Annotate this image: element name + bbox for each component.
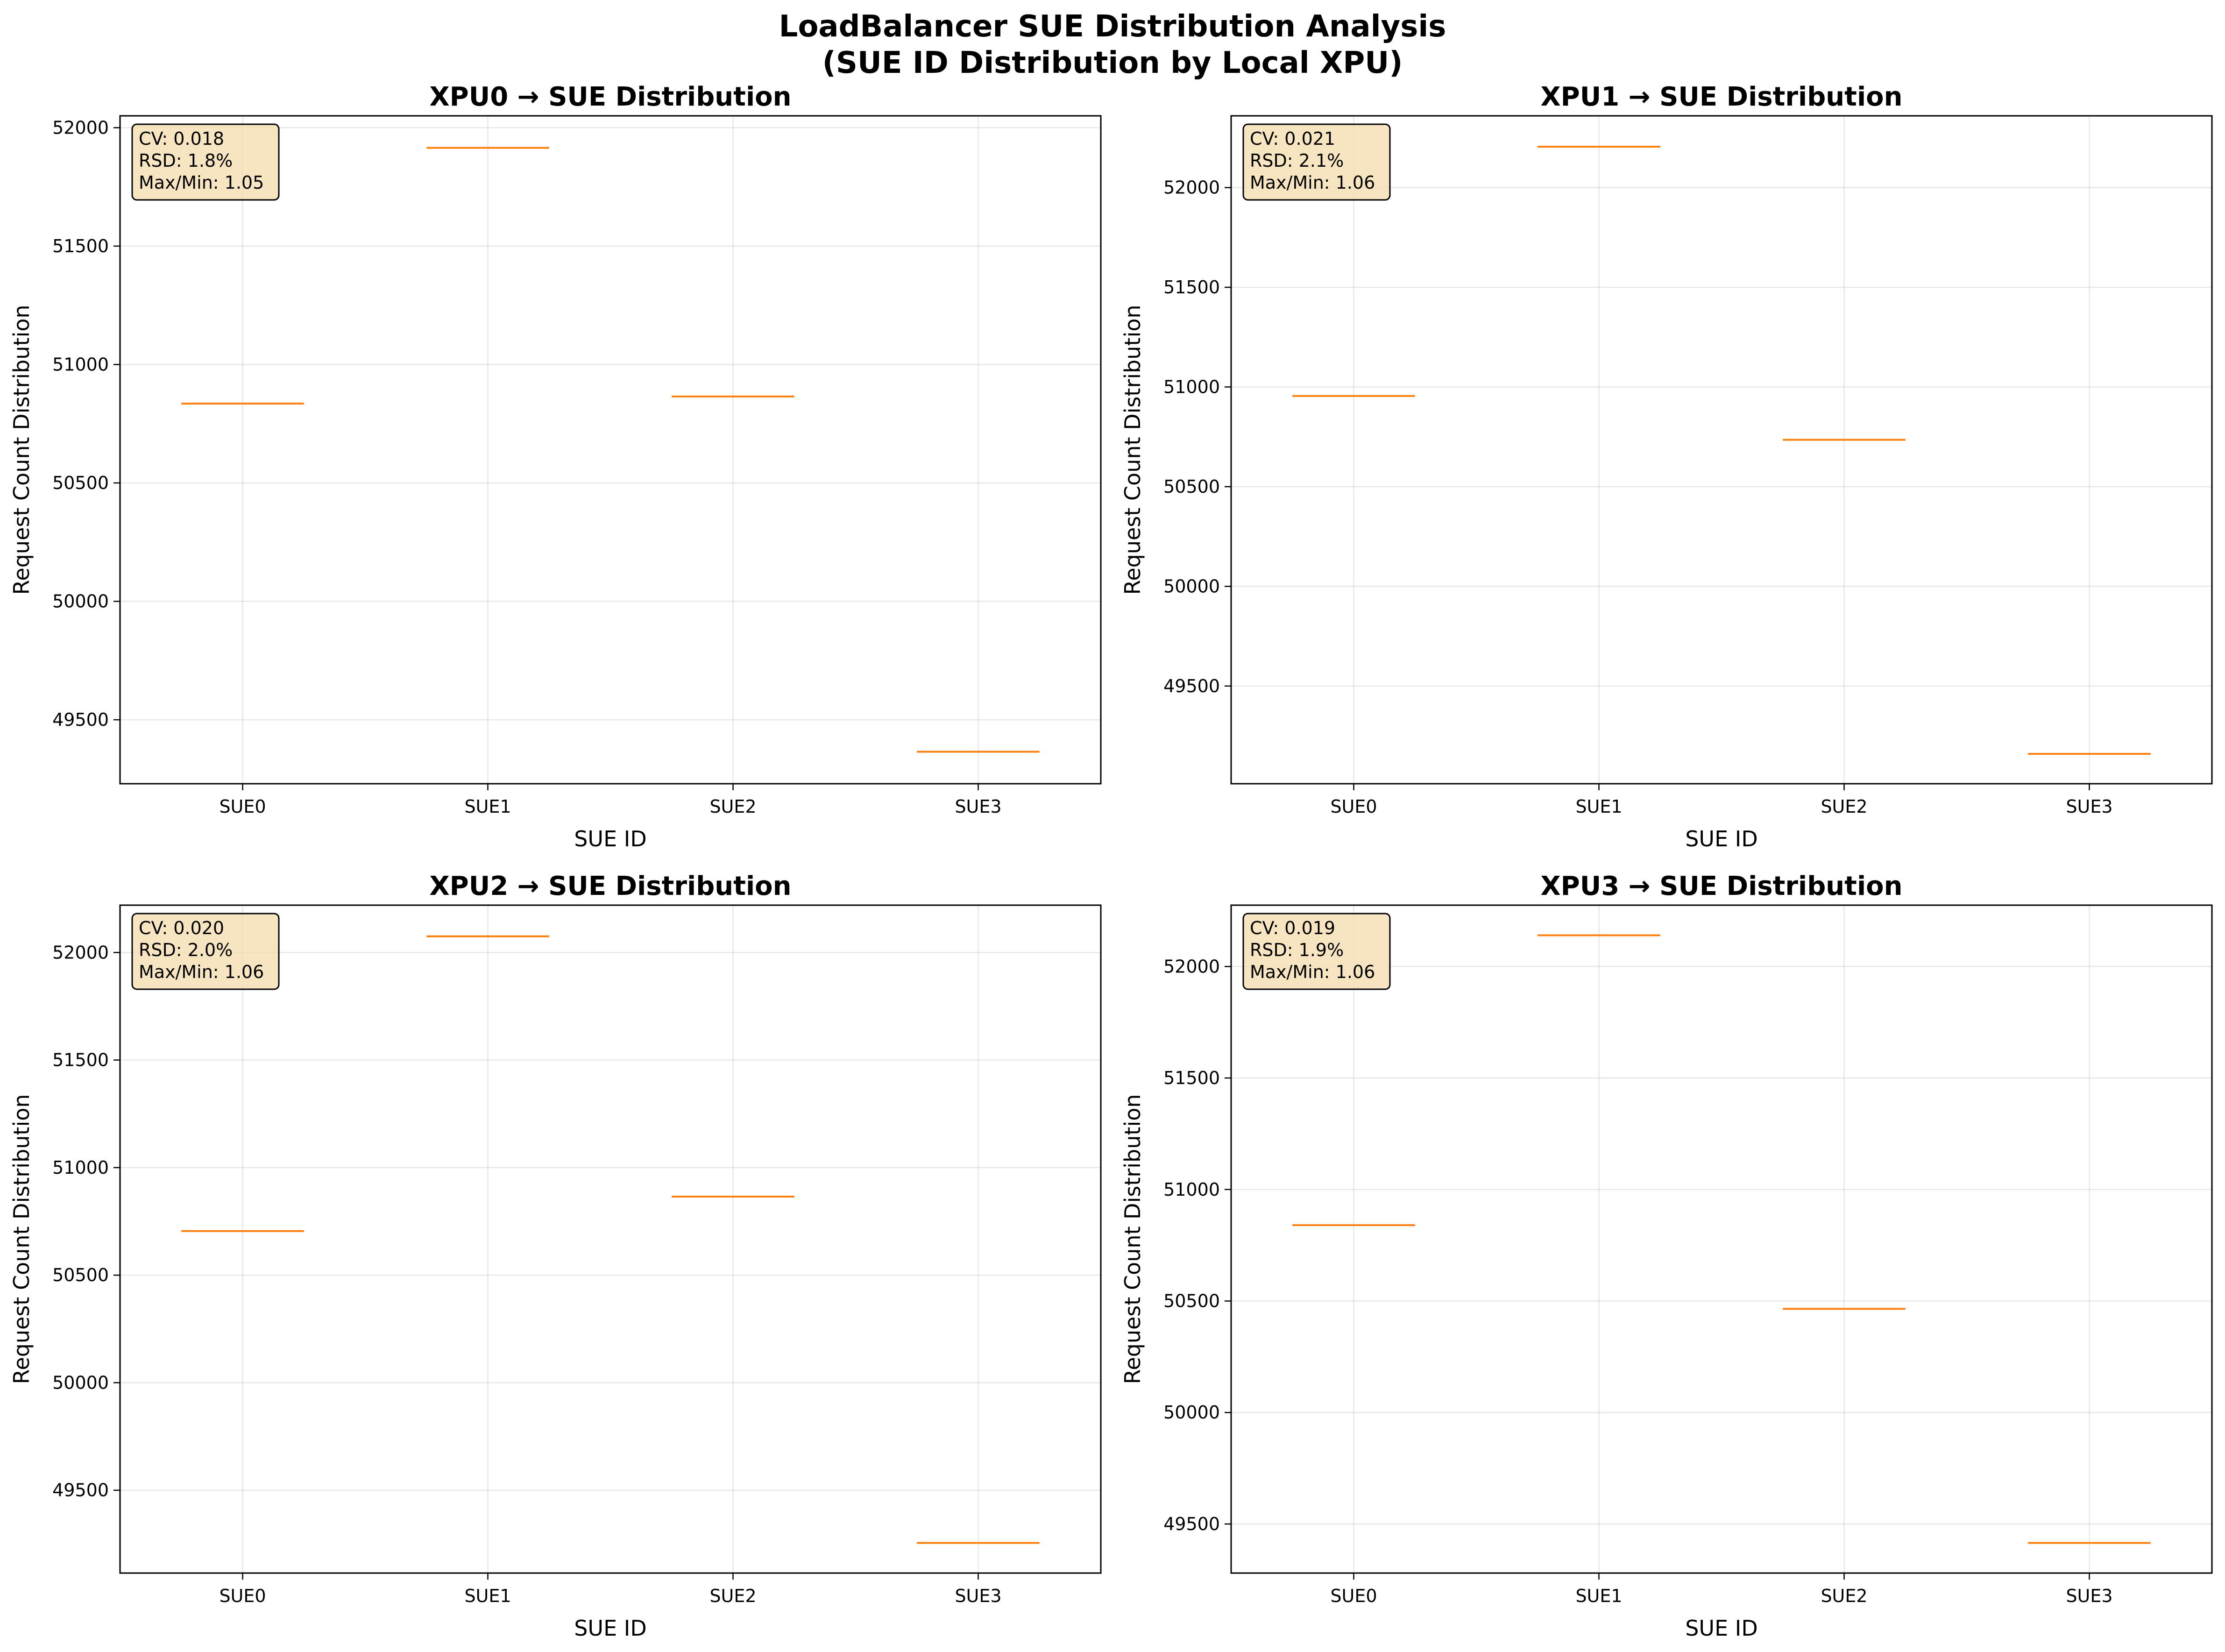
subplot-title: XPU0 → SUE Distribution	[430, 82, 792, 112]
x-tick-label: SUE3	[955, 1586, 1001, 1606]
stats-line: CV: 0.018	[139, 128, 224, 149]
y-tick-label: 50000	[52, 1372, 109, 1393]
y-axis-label: Request Count Distribution	[1120, 1094, 1145, 1384]
y-tick-label: 49500	[52, 1480, 109, 1501]
axes-frame	[1230, 115, 2213, 785]
x-tick-label: SUE0	[219, 1586, 266, 1606]
figure-title-line1: LoadBalancer SUE Distribution Analysis	[779, 9, 1446, 44]
y-tick-label: 50500	[52, 1265, 109, 1285]
x-tick-label: SUE0	[1330, 796, 1377, 817]
stats-line: Max/Min: 1.06	[139, 962, 264, 982]
subplot-title: XPU2 → SUE Distribution	[430, 871, 792, 901]
y-tick-label: 51000	[1163, 377, 1220, 397]
stats-line: RSD: 2.1%	[1250, 150, 1344, 171]
x-tick-label: SUE1	[1575, 1586, 1622, 1606]
x-tick-label: SUE3	[2066, 796, 2112, 817]
y-tick-label: 51000	[52, 354, 109, 375]
subplot-xpu0: XPU0 → SUE Distribution 49500 50000 50500 51…	[9, 82, 1102, 851]
subplot-grid: XPU0 → SUE Distribution 49500 50000 50500 51…	[9, 82, 2213, 1641]
stats-line: RSD: 2.0%	[139, 940, 233, 960]
y-tick-label: 52000	[1163, 956, 1220, 977]
y-tick-label: 51000	[52, 1157, 109, 1178]
x-tick-label: SUE2	[709, 1586, 756, 1606]
y-axis-label: Request Count Distribution	[9, 305, 34, 595]
axes-frame	[119, 904, 1102, 1574]
subplot-xpu2: XPU2 → SUE Distribution 49500 50000 50500 51…	[9, 871, 1102, 1641]
x-tick-label: SUE0	[1330, 1586, 1377, 1606]
y-axis-label: Request Count Distribution	[1120, 305, 1145, 595]
y-tick-label: 49500	[52, 709, 109, 730]
y-tick-label: 52000	[52, 942, 109, 963]
stats-line: Max/Min: 1.06	[1250, 172, 1375, 193]
x-axis-label: SUE ID	[574, 1616, 647, 1641]
y-tick-label: 52000	[52, 117, 109, 138]
stats-line: Max/Min: 1.05	[139, 172, 264, 193]
y-tick-label: 49500	[1163, 676, 1220, 696]
subplot-xpu3: XPU3 → SUE Distribution 49500 50000 50500 51…	[1120, 871, 2213, 1641]
x-tick-label: SUE2	[709, 796, 756, 817]
x-tick-label: SUE2	[1821, 796, 1867, 817]
y-tick-label: 51500	[52, 1050, 109, 1071]
subplot-title: XPU1 → SUE Distribution	[1541, 82, 1903, 112]
x-axis-label: SUE ID	[574, 826, 647, 851]
y-tick-label: 50500	[1163, 476, 1220, 497]
x-tick-label: SUE3	[2066, 1586, 2112, 1606]
y-tick-label: 51000	[1163, 1179, 1220, 1200]
y-tick-label: 52000	[1163, 177, 1220, 198]
y-tick-label: 50000	[1163, 1402, 1220, 1423]
x-tick-label: SUE3	[955, 796, 1001, 817]
y-tick-label: 51500	[1163, 1068, 1220, 1088]
y-tick-label: 50000	[52, 591, 109, 612]
y-tick-label: 51500	[1163, 277, 1220, 298]
x-axis-label: SUE ID	[1685, 826, 1758, 851]
x-tick-label: SUE1	[464, 796, 511, 817]
y-tick-label: 50500	[1163, 1290, 1220, 1311]
stats-box	[131, 913, 280, 990]
subplot-xpu1: XPU1 → SUE Distribution 49500 50000 50500 51…	[1120, 82, 2213, 851]
axes-frame	[1230, 904, 2213, 1574]
x-tick-label: SUE1	[464, 1586, 511, 1606]
x-tick-label: SUE2	[1821, 1586, 1867, 1606]
x-tick-label: SUE1	[1575, 796, 1622, 817]
axes-frame	[119, 115, 1102, 785]
y-tick-label: 51500	[52, 236, 109, 256]
stats-box	[1242, 913, 1391, 990]
x-tick-label: SUE0	[219, 796, 266, 817]
y-tick-label: 49500	[1163, 1514, 1220, 1534]
stats-line: CV: 0.021	[1250, 128, 1335, 149]
stats-line: CV: 0.020	[139, 918, 224, 938]
stats-line: Max/Min: 1.06	[1250, 962, 1375, 982]
y-axis-label: Request Count Distribution	[9, 1094, 34, 1384]
stats-box	[1242, 123, 1391, 201]
figure-title-line2: (SUE ID Distribution by Local XPU)	[822, 46, 1403, 80]
y-tick-label: 50500	[52, 473, 109, 493]
y-tick-label: 50000	[1163, 576, 1220, 596]
stats-line: RSD: 1.8%	[139, 150, 233, 171]
stats-box	[131, 123, 280, 201]
stats-line: CV: 0.019	[1250, 918, 1335, 938]
x-axis-label: SUE ID	[1685, 1616, 1758, 1641]
stats-line: RSD: 1.9%	[1250, 940, 1344, 960]
subplot-title: XPU3 → SUE Distribution	[1541, 871, 1903, 901]
